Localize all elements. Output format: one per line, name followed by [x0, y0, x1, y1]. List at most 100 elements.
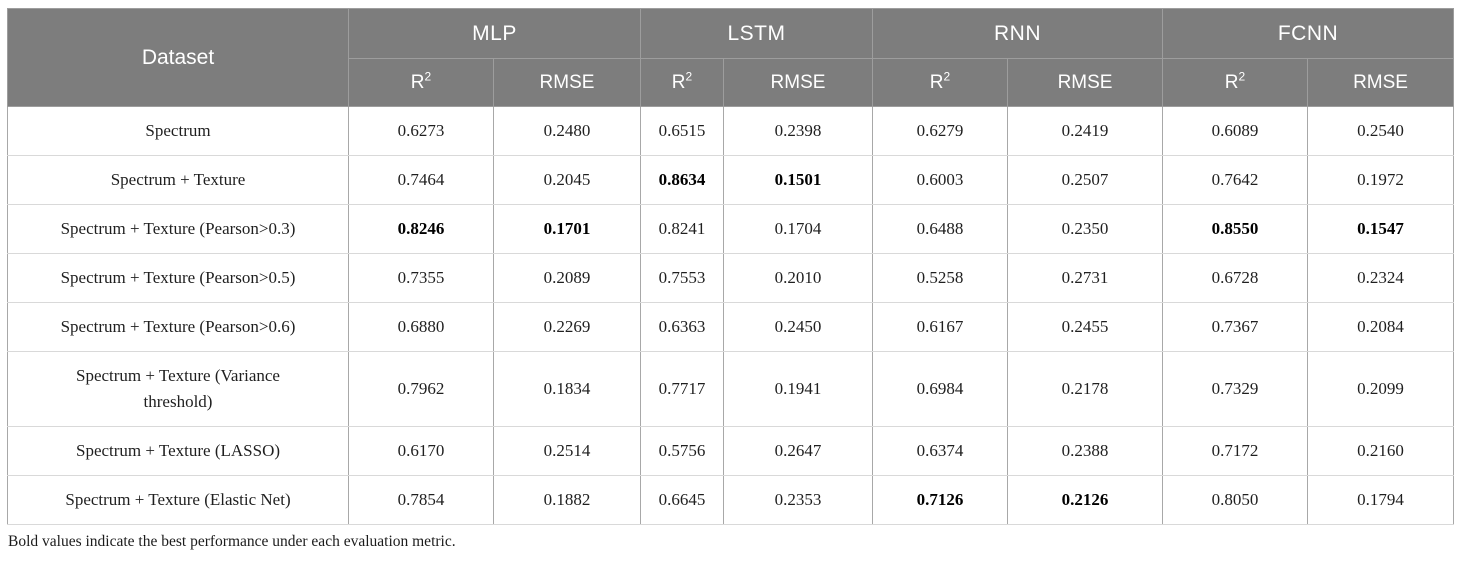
dataset-cell: Spectrum + Texture (Pearson>0.6): [7, 302, 349, 352]
metric-value-cell: 0.2269: [493, 302, 641, 352]
header-group-mlp: MLP: [348, 8, 641, 59]
metric-value-cell: 0.7962: [348, 351, 494, 427]
metric-value-cell: 0.2178: [1007, 351, 1164, 427]
dataset-label: Spectrum + Texture (Elastic Net): [65, 490, 291, 509]
dataset-cell: Spectrum + Texture (Variance threshold): [7, 351, 349, 427]
metric-value-cell: 0.6273: [348, 106, 494, 156]
metric-value-cell: 0.6515: [640, 106, 724, 156]
header-group-fcnn: FCNN: [1162, 8, 1455, 59]
dataset-cell: Spectrum + Texture (LASSO): [7, 426, 349, 476]
metric-value-cell: 0.2084: [1307, 302, 1455, 352]
metric-value-cell: 0.2126: [1007, 475, 1164, 525]
table-row: Spectrum + Texture (Variance threshold) 0…: [7, 351, 1455, 427]
metric-value-cell: 0.2514: [493, 426, 641, 476]
metric-value-cell: 0.6003: [872, 155, 1009, 205]
metric-value-cell: 0.6488: [872, 204, 1009, 254]
dataset-label: Spectrum + Texture (Pearson>0.6): [60, 317, 296, 336]
metric-value-cell: 0.1547: [1307, 204, 1455, 254]
metric-value-cell: 0.1834: [493, 351, 641, 427]
table-row: Spectrum + Texture (Pearson>0.6) 0.6880 0.…: [7, 302, 1455, 352]
header-rmse-fcnn: RMSE: [1307, 58, 1455, 107]
table-row: Spectrum + Texture (Pearson>0.3) 0.8246 0.…: [7, 204, 1455, 254]
metric-value-cell: 0.2099: [1307, 351, 1455, 427]
metric-value-cell: 0.2507: [1007, 155, 1164, 205]
metric-value-cell: 0.8550: [1162, 204, 1309, 254]
metric-value-cell: 0.6167: [872, 302, 1009, 352]
dataset-label: Spectrum + Texture (Pearson>0.5): [60, 268, 296, 287]
metric-value-cell: 0.2353: [722, 475, 874, 525]
table-row: Spectrum + Texture (Pearson>0.5) 0.7355 0.…: [7, 253, 1455, 303]
metric-value-cell: 0.2045: [493, 155, 641, 205]
dataset-cell: Spectrum + Texture (Elastic Net): [7, 475, 349, 525]
metric-value-cell: 0.8241: [640, 204, 724, 254]
header-r2-lstm: R2: [640, 58, 724, 107]
metric-value-cell: 0.7642: [1162, 155, 1309, 205]
header-metric-row: R2 RMSE R2 RMSE R2 RMSE R2 RMSE: [8, 58, 1455, 107]
table-body: Spectrum 0.6273 0.2480 0.6515 0.2398 0.6279 0.…: [7, 106, 1455, 525]
table-footnote: Bold values indicate the best performanc…: [8, 533, 456, 550]
header-group-rnn: RNN: [872, 8, 1164, 59]
metric-value-cell: 0.6374: [872, 426, 1009, 476]
header-r2-rnn: R2: [872, 58, 1009, 107]
header-rmse-mlp: RMSE: [493, 58, 641, 107]
header-dataset: Dataset: [7, 8, 349, 107]
metric-value-cell: 0.1701: [493, 204, 641, 254]
dataset-label: Spectrum + Texture (LASSO): [75, 441, 281, 460]
table-row: Spectrum + Texture (LASSO) 0.6170 0.2514 0.…: [7, 426, 1455, 476]
metric-value-cell: 0.1941: [722, 351, 874, 427]
table-header: Dataset MLP LSTM RNN FCNN R2 RMSE R2 RMS…: [7, 8, 1455, 107]
metric-value-cell: 0.7367: [1162, 302, 1309, 352]
header-r2-fcnn: R2: [1162, 58, 1309, 107]
metric-value-cell: 0.6089: [1162, 106, 1309, 156]
metric-value-cell: 0.6880: [348, 302, 494, 352]
metric-value-cell: 0.8634: [640, 155, 724, 205]
metric-value-cell: 0.6363: [640, 302, 724, 352]
header-rmse-rnn: RMSE: [1007, 58, 1164, 107]
metric-value-cell: 0.5756: [640, 426, 724, 476]
metric-value-cell: 0.8246: [348, 204, 494, 254]
metric-value-cell: 0.2647: [722, 426, 874, 476]
dataset-label: Spectrum + Texture: [110, 170, 246, 189]
dataset-cell: Spectrum + Texture (Pearson>0.5): [7, 253, 349, 303]
metric-value-cell: 0.7126: [872, 475, 1009, 525]
metric-value-cell: 0.2089: [493, 253, 641, 303]
metric-value-cell: 0.7717: [640, 351, 724, 427]
metric-value-cell: 0.6984: [872, 351, 1009, 427]
metric-value-cell: 0.7854: [348, 475, 494, 525]
metric-value-cell: 0.5258: [872, 253, 1009, 303]
metric-value-cell: 0.2480: [493, 106, 641, 156]
dataset-label: Spectrum + Texture (Variance threshold): [76, 366, 280, 411]
metric-value-cell: 0.1972: [1307, 155, 1455, 205]
metric-value-cell: 0.2324: [1307, 253, 1455, 303]
header-rmse-lstm: RMSE: [722, 58, 874, 107]
metric-value-cell: 0.2450: [722, 302, 874, 352]
metric-value-cell: 0.1882: [493, 475, 641, 525]
metric-value-cell: 0.7464: [348, 155, 494, 205]
metric-value-cell: 0.7553: [640, 253, 724, 303]
results-table: Dataset MLP LSTM RNN FCNN R2 RMSE R2 RMS…: [7, 8, 1455, 525]
dataset-cell: Spectrum + Texture (Pearson>0.3): [7, 204, 349, 254]
metric-value-cell: 0.1704: [722, 204, 874, 254]
metric-value-cell: 0.7355: [348, 253, 494, 303]
metric-value-cell: 0.6728: [1162, 253, 1309, 303]
metric-value-cell: 0.2010: [722, 253, 874, 303]
table-row: Spectrum 0.6273 0.2480 0.6515 0.2398 0.6279 0.…: [7, 106, 1455, 156]
dataset-cell: Spectrum: [7, 106, 349, 156]
header-r2-mlp: R2: [348, 58, 494, 107]
metric-value-cell: 0.2160: [1307, 426, 1455, 476]
metric-value-cell: 0.2350: [1007, 204, 1164, 254]
metric-value-cell: 0.2731: [1007, 253, 1164, 303]
dataset-label: Spectrum + Texture (Pearson>0.3): [60, 219, 296, 238]
metric-value-cell: 0.1794: [1307, 475, 1455, 525]
metric-value-cell: 0.7172: [1162, 426, 1309, 476]
dataset-label: Spectrum: [145, 121, 211, 140]
table-row: Spectrum + Texture 0.7464 0.2045 0.8634 0.15…: [7, 155, 1455, 205]
metric-value-cell: 0.7329: [1162, 351, 1309, 427]
metric-value-cell: 0.2540: [1307, 106, 1455, 156]
header-group-lstm: LSTM: [639, 8, 874, 59]
metric-value-cell: 0.6645: [640, 475, 724, 525]
metric-value-cell: 0.2419: [1007, 106, 1164, 156]
dataset-cell: Spectrum + Texture: [7, 155, 349, 205]
header-group-row: Dataset MLP LSTM RNN FCNN: [7, 8, 1455, 107]
